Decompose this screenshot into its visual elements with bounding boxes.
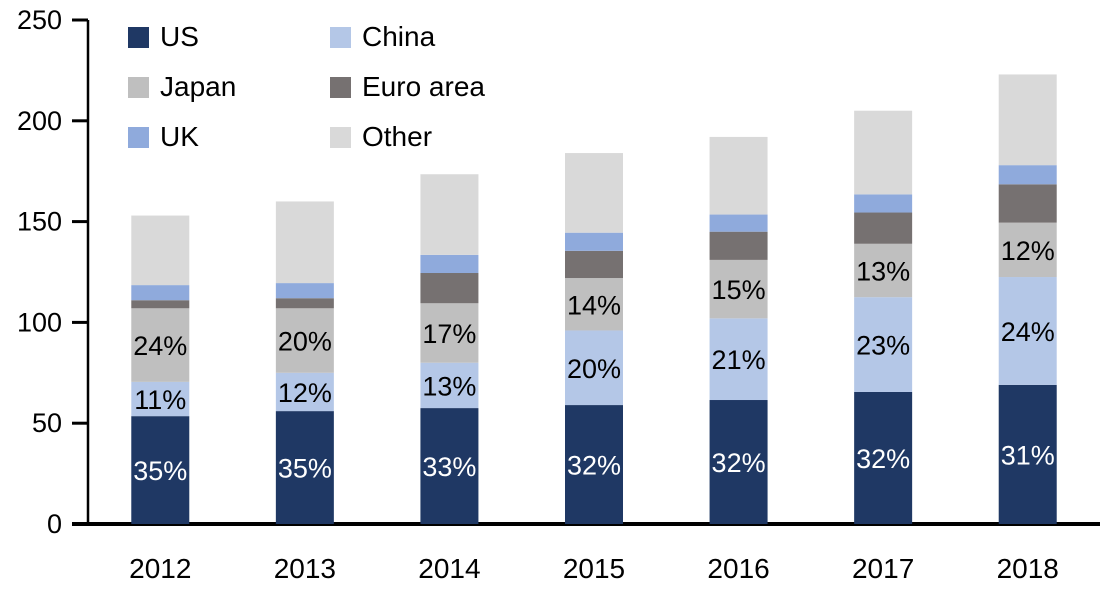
segment-label-us-2012: 35% bbox=[133, 456, 187, 486]
bar-segment-euro-area-2015 bbox=[565, 250, 623, 279]
legend-label-us: US bbox=[160, 21, 199, 52]
x-axis-label-2012: 2012 bbox=[129, 553, 191, 584]
bar-segment-china-2012 bbox=[131, 381, 190, 417]
bar-segment-other-2015 bbox=[565, 153, 623, 233]
y-axis-tick-label: 100 bbox=[17, 307, 62, 337]
bar-segment-euro-area-2017 bbox=[854, 212, 913, 244]
bar-segment-japan-2018 bbox=[998, 222, 1057, 278]
segment-label-japan-2012: 24% bbox=[133, 331, 187, 361]
x-axis-label-2013: 2013 bbox=[274, 553, 336, 584]
y-axis-tick-label: 0 bbox=[47, 509, 62, 539]
legend-item-us: US bbox=[128, 22, 330, 52]
bar-segment-euro-area-2018 bbox=[998, 184, 1057, 223]
bar-segment-us-2018 bbox=[998, 384, 1057, 524]
bar-segment-uk-2017 bbox=[854, 194, 913, 213]
segment-label-china-2012: 11% bbox=[134, 385, 186, 415]
segment-label-us-2013: 35% bbox=[278, 454, 332, 484]
bar-segment-japan-2015 bbox=[565, 278, 623, 331]
bar-segment-us-2015 bbox=[565, 405, 623, 524]
bar-segment-us-2013 bbox=[275, 411, 334, 524]
bar-segment-us-2014 bbox=[420, 408, 479, 524]
japan-swatch-icon bbox=[128, 76, 149, 98]
segment-label-japan-2017: 13% bbox=[856, 256, 910, 286]
legend-item-china: China bbox=[330, 22, 485, 52]
bar-segment-other-2014 bbox=[420, 174, 479, 255]
bar-segment-china-2013 bbox=[275, 372, 334, 412]
segment-label-japan-2015: 14% bbox=[567, 290, 621, 320]
bar-segment-other-2017 bbox=[854, 110, 913, 195]
y-axis-tick-label: 200 bbox=[17, 106, 62, 136]
bar-segment-us-2012 bbox=[131, 416, 190, 524]
x-axis-label-2016: 2016 bbox=[707, 553, 769, 584]
segment-label-china-2018: 24% bbox=[1001, 317, 1055, 347]
segment-label-china-2016: 21% bbox=[712, 345, 766, 375]
segment-label-japan-2013: 20% bbox=[278, 327, 332, 357]
chart-legend: US China Japan Euro area UK Other bbox=[128, 22, 485, 152]
bar-segment-uk-2014 bbox=[420, 254, 479, 274]
segment-label-us-2015: 32% bbox=[567, 451, 621, 481]
legend-item-euro-area: Euro area bbox=[330, 72, 485, 102]
bar-segment-japan-2012 bbox=[131, 308, 190, 382]
segment-label-japan-2018: 12% bbox=[1001, 236, 1055, 266]
y-axis-tick-label: 150 bbox=[17, 207, 62, 237]
y-axis-tick-label: 250 bbox=[17, 5, 62, 35]
legend-item-other: Other bbox=[330, 122, 485, 152]
bar-segment-us-2016 bbox=[709, 400, 768, 524]
bar-segment-uk-2016 bbox=[709, 214, 768, 232]
x-axis-label-2014: 2014 bbox=[418, 553, 480, 584]
bar-segment-euro-area-2014 bbox=[420, 273, 479, 304]
bar-segment-uk-2012 bbox=[131, 285, 190, 301]
bar-segment-us-2017 bbox=[854, 391, 913, 524]
segment-label-japan-2016: 15% bbox=[712, 275, 766, 305]
segment-label-us-2014: 33% bbox=[422, 452, 476, 482]
bar-segment-china-2014 bbox=[420, 362, 479, 409]
bar-segment-china-2017 bbox=[854, 297, 913, 392]
bar-segment-euro-area-2012 bbox=[131, 300, 190, 309]
segment-label-china-2015: 20% bbox=[567, 354, 621, 384]
legend-item-japan: Japan bbox=[128, 72, 330, 102]
segment-label-china-2014: 13% bbox=[422, 371, 476, 401]
segment-label-us-2016: 32% bbox=[712, 448, 766, 478]
legend-label-china: China bbox=[362, 21, 436, 52]
segment-label-china-2013: 12% bbox=[278, 378, 332, 408]
bar-segment-uk-2018 bbox=[998, 165, 1057, 185]
legend-label-other: Other bbox=[362, 121, 433, 152]
other-swatch-icon bbox=[330, 126, 351, 148]
bar-segment-euro-area-2016 bbox=[709, 231, 768, 260]
segment-label-us-2017: 32% bbox=[856, 444, 910, 474]
bar-segment-china-2018 bbox=[998, 277, 1057, 385]
bar-segment-japan-2013 bbox=[275, 308, 334, 373]
bar-segment-china-2015 bbox=[565, 330, 623, 406]
legend-item-uk: UK bbox=[128, 122, 330, 152]
bar-segment-other-2013 bbox=[275, 201, 334, 284]
bar-segment-other-2016 bbox=[709, 136, 768, 215]
legend-label-euro-area: Euro area bbox=[362, 71, 485, 102]
bar-segment-japan-2014 bbox=[420, 303, 479, 363]
bar-segment-japan-2017 bbox=[854, 243, 913, 298]
bar-segment-euro-area-2013 bbox=[275, 298, 334, 309]
y-axis-tick-label: 50 bbox=[32, 408, 62, 438]
us-swatch-icon bbox=[128, 26, 149, 48]
bar-segment-japan-2016 bbox=[709, 259, 768, 319]
uk-swatch-icon bbox=[128, 126, 149, 148]
bar-segment-uk-2015 bbox=[565, 232, 623, 251]
bar-segment-other-2012 bbox=[131, 215, 190, 286]
x-axis-label-2018: 2018 bbox=[997, 553, 1059, 584]
bar-segment-china-2016 bbox=[709, 318, 768, 401]
segment-label-us-2018: 31% bbox=[1001, 440, 1055, 470]
x-axis-label-2017: 2017 bbox=[852, 553, 914, 584]
bar-segment-uk-2013 bbox=[275, 283, 334, 299]
euro-area-swatch-icon bbox=[330, 76, 351, 98]
bar-segment-other-2018 bbox=[998, 74, 1057, 166]
segment-label-china-2017: 23% bbox=[856, 331, 910, 361]
segment-label-japan-2014: 17% bbox=[422, 319, 476, 349]
legend-label-japan: Japan bbox=[160, 71, 237, 102]
legend-label-uk: UK bbox=[160, 121, 199, 152]
china-swatch-icon bbox=[330, 26, 351, 48]
x-axis-label-2015: 2015 bbox=[563, 553, 625, 584]
